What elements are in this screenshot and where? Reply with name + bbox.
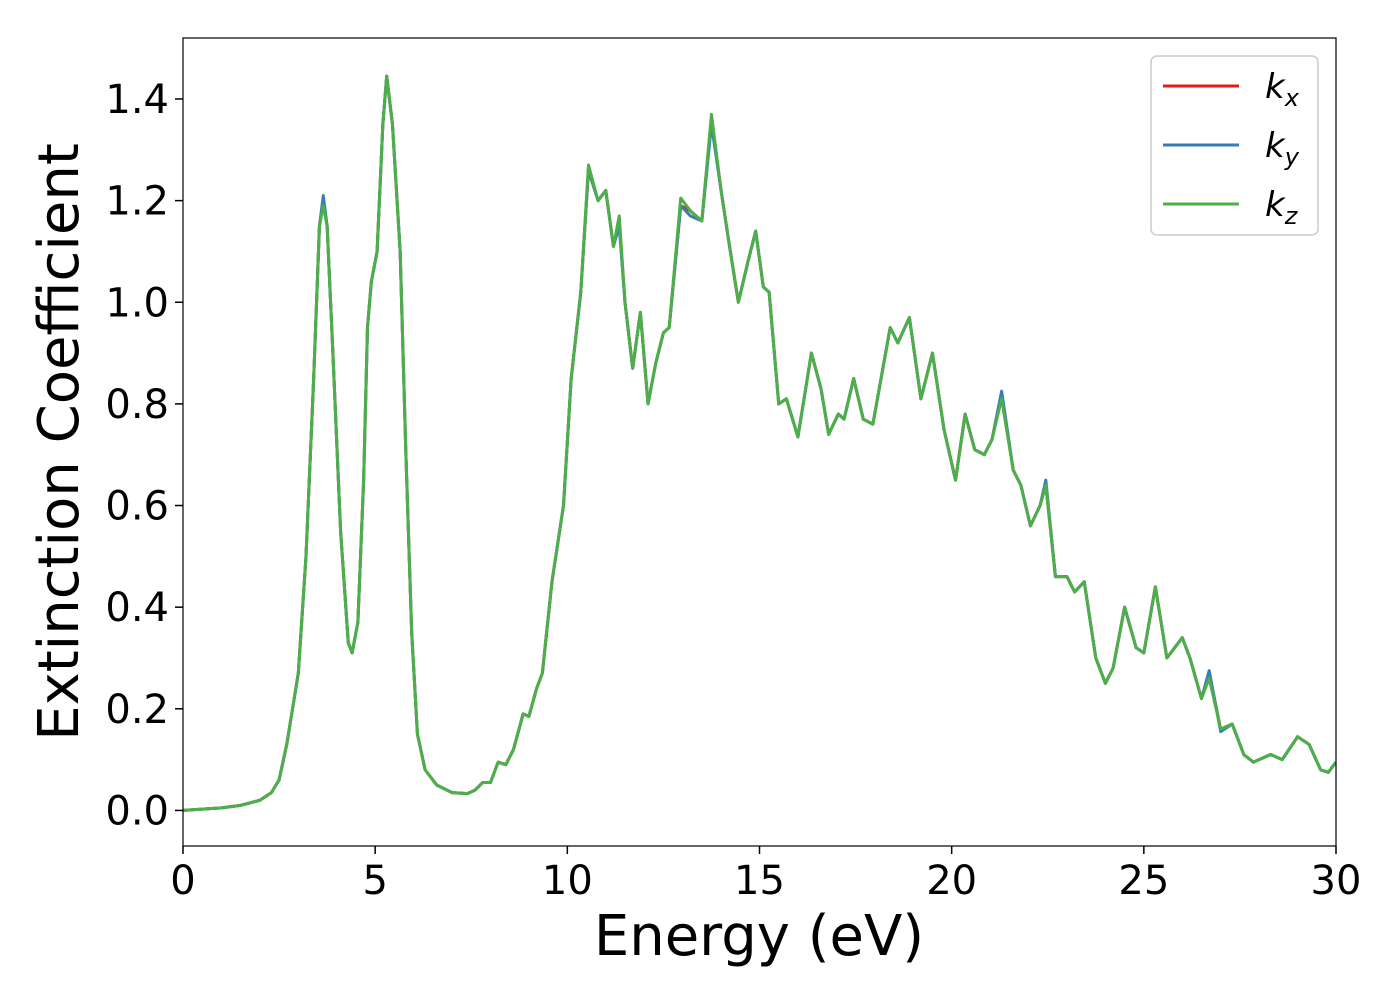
x-tick-label: 5 xyxy=(362,858,387,904)
y-axis-label: Extinction Coefficient xyxy=(27,143,92,741)
plot-frame xyxy=(182,37,1337,847)
y-tick-label: 0.4 xyxy=(105,585,169,631)
y-tick-label: 1.2 xyxy=(105,179,169,225)
y-tick-label: 0.0 xyxy=(105,788,169,834)
legend-label: ky xyxy=(1265,126,1300,171)
y-tick-label: 0.8 xyxy=(105,382,169,428)
series-line xyxy=(183,74,1336,812)
legend-label: kx xyxy=(1265,67,1300,112)
y-tick-label: 1.0 xyxy=(105,280,169,326)
x-tick-label: 25 xyxy=(1118,858,1169,904)
legend-label: kz xyxy=(1265,185,1299,230)
x-tick-label: 20 xyxy=(926,858,977,904)
x-tick-label: 10 xyxy=(542,858,593,904)
x-tick-label: 30 xyxy=(1311,858,1362,904)
x-tick-label: 0 xyxy=(170,858,195,904)
x-axis-label: Energy (eV) xyxy=(594,904,924,969)
y-tick-label: 1.4 xyxy=(105,77,169,123)
y-tick-label: 0.6 xyxy=(105,484,169,530)
y-tick-label: 0.2 xyxy=(105,687,169,733)
x-tick-label: 15 xyxy=(734,858,785,904)
